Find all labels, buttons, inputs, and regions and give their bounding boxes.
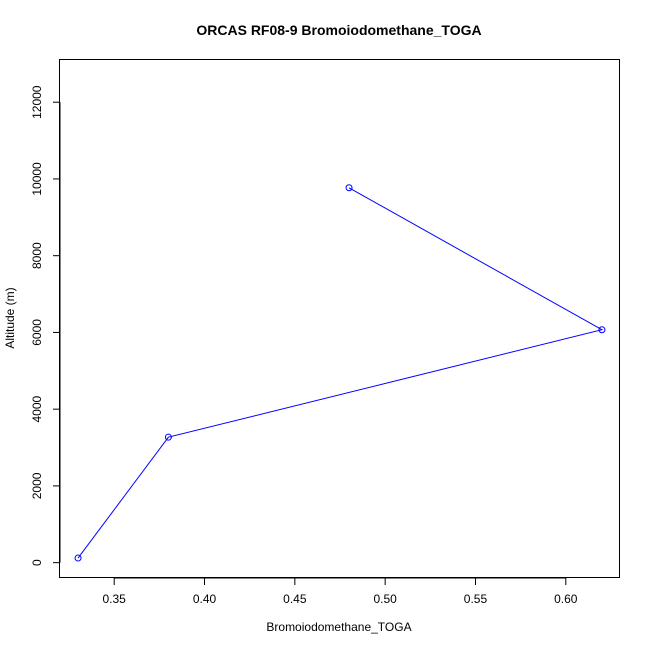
y-tick-label: 6000 xyxy=(30,319,44,346)
y-tick-label: 12000 xyxy=(30,85,44,119)
y-tick-label: 4000 xyxy=(30,396,44,423)
x-tick-label: 0.45 xyxy=(283,592,307,606)
x-tick-label: 0.50 xyxy=(373,592,397,606)
data-point xyxy=(598,326,606,334)
x-axis-label: Bromoiodomethane_TOGA xyxy=(266,620,411,634)
data-point xyxy=(345,184,353,192)
plot-area xyxy=(74,184,606,562)
y-tick-label: 8000 xyxy=(30,242,44,269)
y-tick-label: 10000 xyxy=(30,162,44,196)
x-tick-label: 0.60 xyxy=(554,592,578,606)
series-line xyxy=(77,187,604,559)
x-axis: 0.35 0.40 0.45 0.50 0.55 0.60 xyxy=(103,577,578,606)
y-axis-label: Altitude (m) xyxy=(3,287,17,348)
data-point xyxy=(74,554,82,562)
data-point xyxy=(164,433,172,441)
x-tick-label: 0.40 xyxy=(193,592,217,606)
plot-frame xyxy=(59,59,620,578)
y-tick-label: 2000 xyxy=(30,472,44,499)
chart-title: ORCAS RF08-9 Bromoiodomethane_TOGA xyxy=(196,22,481,38)
y-tick-label: 0 xyxy=(30,559,44,566)
x-tick-label: 0.35 xyxy=(103,592,127,606)
y-axis: 0 2000 4000 6000 8000 10000 12000 xyxy=(30,85,61,566)
x-tick-label: 0.55 xyxy=(464,592,488,606)
